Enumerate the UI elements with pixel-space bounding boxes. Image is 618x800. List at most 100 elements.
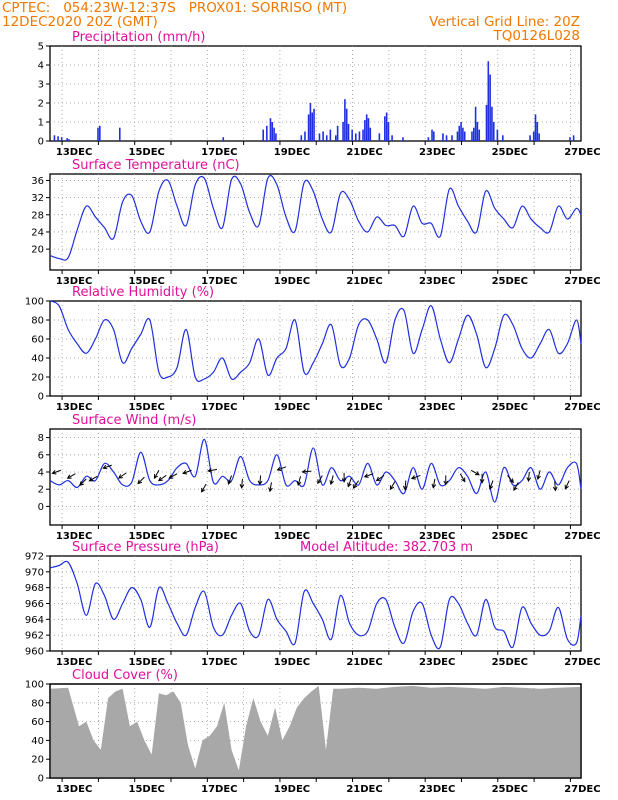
wind-arrow bbox=[79, 478, 87, 486]
precip-bar bbox=[266, 125, 268, 141]
wind-arrow bbox=[297, 476, 302, 486]
wind-arrow bbox=[137, 476, 145, 484]
y-tick-label: 5 bbox=[38, 42, 44, 53]
x-tick-label: 13DEC bbox=[56, 147, 92, 158]
x-tick-label: 27DEC bbox=[564, 147, 600, 158]
wind-arrow bbox=[52, 469, 62, 474]
precip-bar bbox=[271, 122, 274, 141]
y-tick-label: 32 bbox=[31, 193, 44, 204]
precip-bar bbox=[502, 135, 504, 141]
precip-bar bbox=[60, 137, 63, 141]
y-tick-label: 962 bbox=[25, 631, 44, 642]
precip-bar bbox=[304, 131, 306, 141]
precip-bar bbox=[335, 135, 337, 141]
precip-bar bbox=[66, 138, 68, 141]
x-tick-label: 17DEC bbox=[201, 657, 237, 668]
wind-arrow-head bbox=[509, 478, 514, 484]
y-tick-label: 968 bbox=[25, 583, 44, 594]
wind-arrow-head bbox=[461, 477, 466, 483]
precip-bar bbox=[369, 127, 372, 141]
x-tick-label: 17DEC bbox=[201, 402, 237, 413]
precip-bar bbox=[307, 114, 310, 141]
panel-frame-1 bbox=[49, 173, 582, 271]
wind-arrow-head bbox=[207, 468, 213, 473]
x-tick-label: 27DEC bbox=[564, 402, 600, 413]
wind-arrow-head bbox=[153, 474, 159, 479]
x-tick-label: 13DEC bbox=[56, 276, 92, 287]
x-tick-label: 23DEC bbox=[419, 531, 455, 542]
wind-arrow bbox=[158, 475, 167, 482]
precip-bar bbox=[572, 135, 575, 141]
y-tick-label: 80 bbox=[31, 698, 44, 709]
y-tick-label: 40 bbox=[31, 354, 44, 365]
x-tick-label: 27DEC bbox=[564, 784, 600, 795]
x-tick-label: 19DEC bbox=[274, 657, 310, 668]
wind-arrow-head bbox=[51, 470, 57, 475]
wind-arrow-head bbox=[239, 483, 245, 489]
y-tick-label: 1 bbox=[38, 118, 44, 129]
precip-bar bbox=[99, 125, 101, 141]
y-tick-label: 60 bbox=[31, 335, 44, 346]
wind-arrow-head bbox=[257, 480, 263, 486]
panel-title-3: Surface Wind (m/s) bbox=[72, 413, 196, 428]
x-tick-label: 19DEC bbox=[274, 531, 310, 542]
y-tick-label: 4 bbox=[38, 468, 44, 479]
precip-bar bbox=[485, 104, 488, 141]
wind-arrow-head bbox=[118, 474, 123, 479]
precip-bar bbox=[354, 133, 357, 141]
precip-bar bbox=[462, 127, 464, 141]
precip-bar bbox=[275, 133, 277, 141]
y-tick-label: 40 bbox=[31, 736, 44, 747]
precip-bar bbox=[478, 129, 481, 141]
panel-frame-3 bbox=[49, 428, 582, 526]
x-tick-label: 13DEC bbox=[56, 657, 92, 668]
wind-arrow bbox=[302, 470, 312, 473]
x-tick-label: 15DEC bbox=[129, 402, 165, 413]
precip-bar bbox=[427, 137, 430, 141]
wind-arrow-head bbox=[201, 487, 206, 493]
wind-arrow bbox=[103, 464, 112, 469]
wind-arrow bbox=[376, 475, 385, 482]
y-tick-label: 0 bbox=[38, 392, 44, 403]
wind-arrow-head bbox=[79, 481, 84, 486]
precip-bar bbox=[342, 122, 344, 141]
y-tick-label: 0 bbox=[38, 774, 44, 785]
model-altitude-label: Model Altitude: 382.703 m bbox=[300, 540, 473, 555]
x-tick-label: 25DEC bbox=[492, 276, 528, 287]
precip-bar bbox=[536, 122, 539, 141]
x-tick-label: 21DEC bbox=[346, 531, 382, 542]
precip-bar bbox=[318, 133, 321, 141]
y-tick-label: 964 bbox=[25, 615, 44, 626]
precip-bar bbox=[472, 127, 475, 141]
precip-bar bbox=[322, 131, 324, 141]
precip-bar bbox=[118, 127, 121, 141]
precip-bar bbox=[489, 74, 491, 141]
precip-bar bbox=[262, 129, 264, 141]
precip-bar bbox=[476, 122, 479, 141]
wind-arrow bbox=[513, 482, 519, 491]
precip-bar bbox=[445, 135, 448, 141]
precip-bar bbox=[313, 108, 315, 141]
precip-bar bbox=[442, 133, 444, 141]
wind-arrow-head bbox=[341, 478, 347, 483]
wind-arrow-head bbox=[317, 479, 322, 485]
y-tick-label: 0 bbox=[38, 137, 44, 148]
series-line-1 bbox=[49, 174, 582, 261]
x-tick-label: 19DEC bbox=[274, 402, 310, 413]
wind-arrow-head bbox=[268, 487, 273, 493]
x-tick-label: 21DEC bbox=[346, 657, 382, 668]
y-tick-label: 80 bbox=[31, 316, 44, 327]
wind-arrow bbox=[67, 473, 76, 479]
precip-bar bbox=[269, 118, 272, 141]
x-tick-label: 27DEC bbox=[564, 657, 600, 668]
wind-arrow-head bbox=[474, 471, 480, 476]
precip-bar bbox=[57, 136, 59, 141]
wind-arrow-head bbox=[410, 475, 416, 480]
vertical-grid-note: Vertical Grid Line: 20Z bbox=[429, 14, 580, 30]
y-tick-label: 20 bbox=[31, 245, 44, 256]
precip-bar bbox=[97, 127, 99, 141]
wind-arrow-head bbox=[168, 474, 174, 479]
precip-bar bbox=[538, 133, 540, 141]
precip-bar bbox=[463, 131, 466, 141]
x-tick-label: 21DEC bbox=[346, 402, 382, 413]
